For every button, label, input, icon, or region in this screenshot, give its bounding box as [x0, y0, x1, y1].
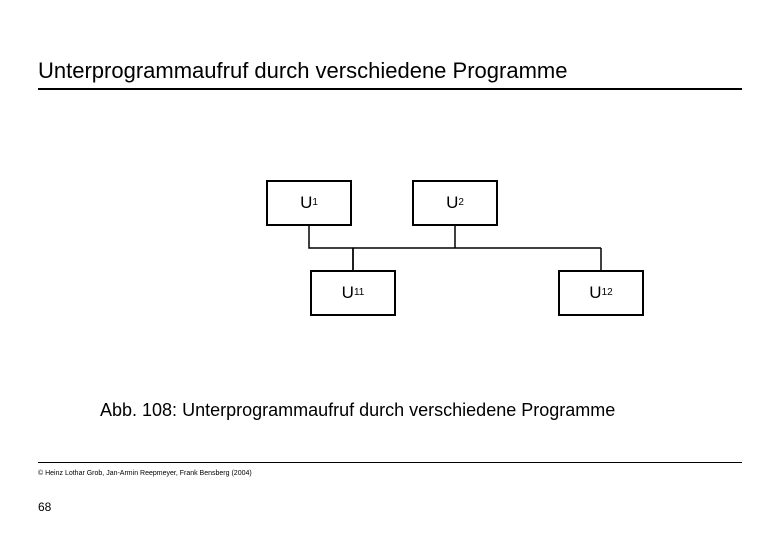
page-title: Unterprogrammaufruf durch verschiedene P…	[38, 58, 567, 84]
node-u2: U2	[412, 180, 498, 226]
footer-rule	[38, 462, 742, 463]
page-number: 68	[38, 500, 51, 514]
node-u12: U12	[558, 270, 644, 316]
node-u11: U11	[310, 270, 396, 316]
figure-caption: Abb. 108: Unterprogrammaufruf durch vers…	[100, 400, 615, 421]
node-u1: U1	[266, 180, 352, 226]
copyright-text: © Heinz Lothar Grob, Jan-Armin Reepmeyer…	[38, 470, 252, 477]
slide: Unterprogrammaufruf durch verschiedene P…	[0, 0, 780, 540]
title-rule	[38, 88, 742, 90]
